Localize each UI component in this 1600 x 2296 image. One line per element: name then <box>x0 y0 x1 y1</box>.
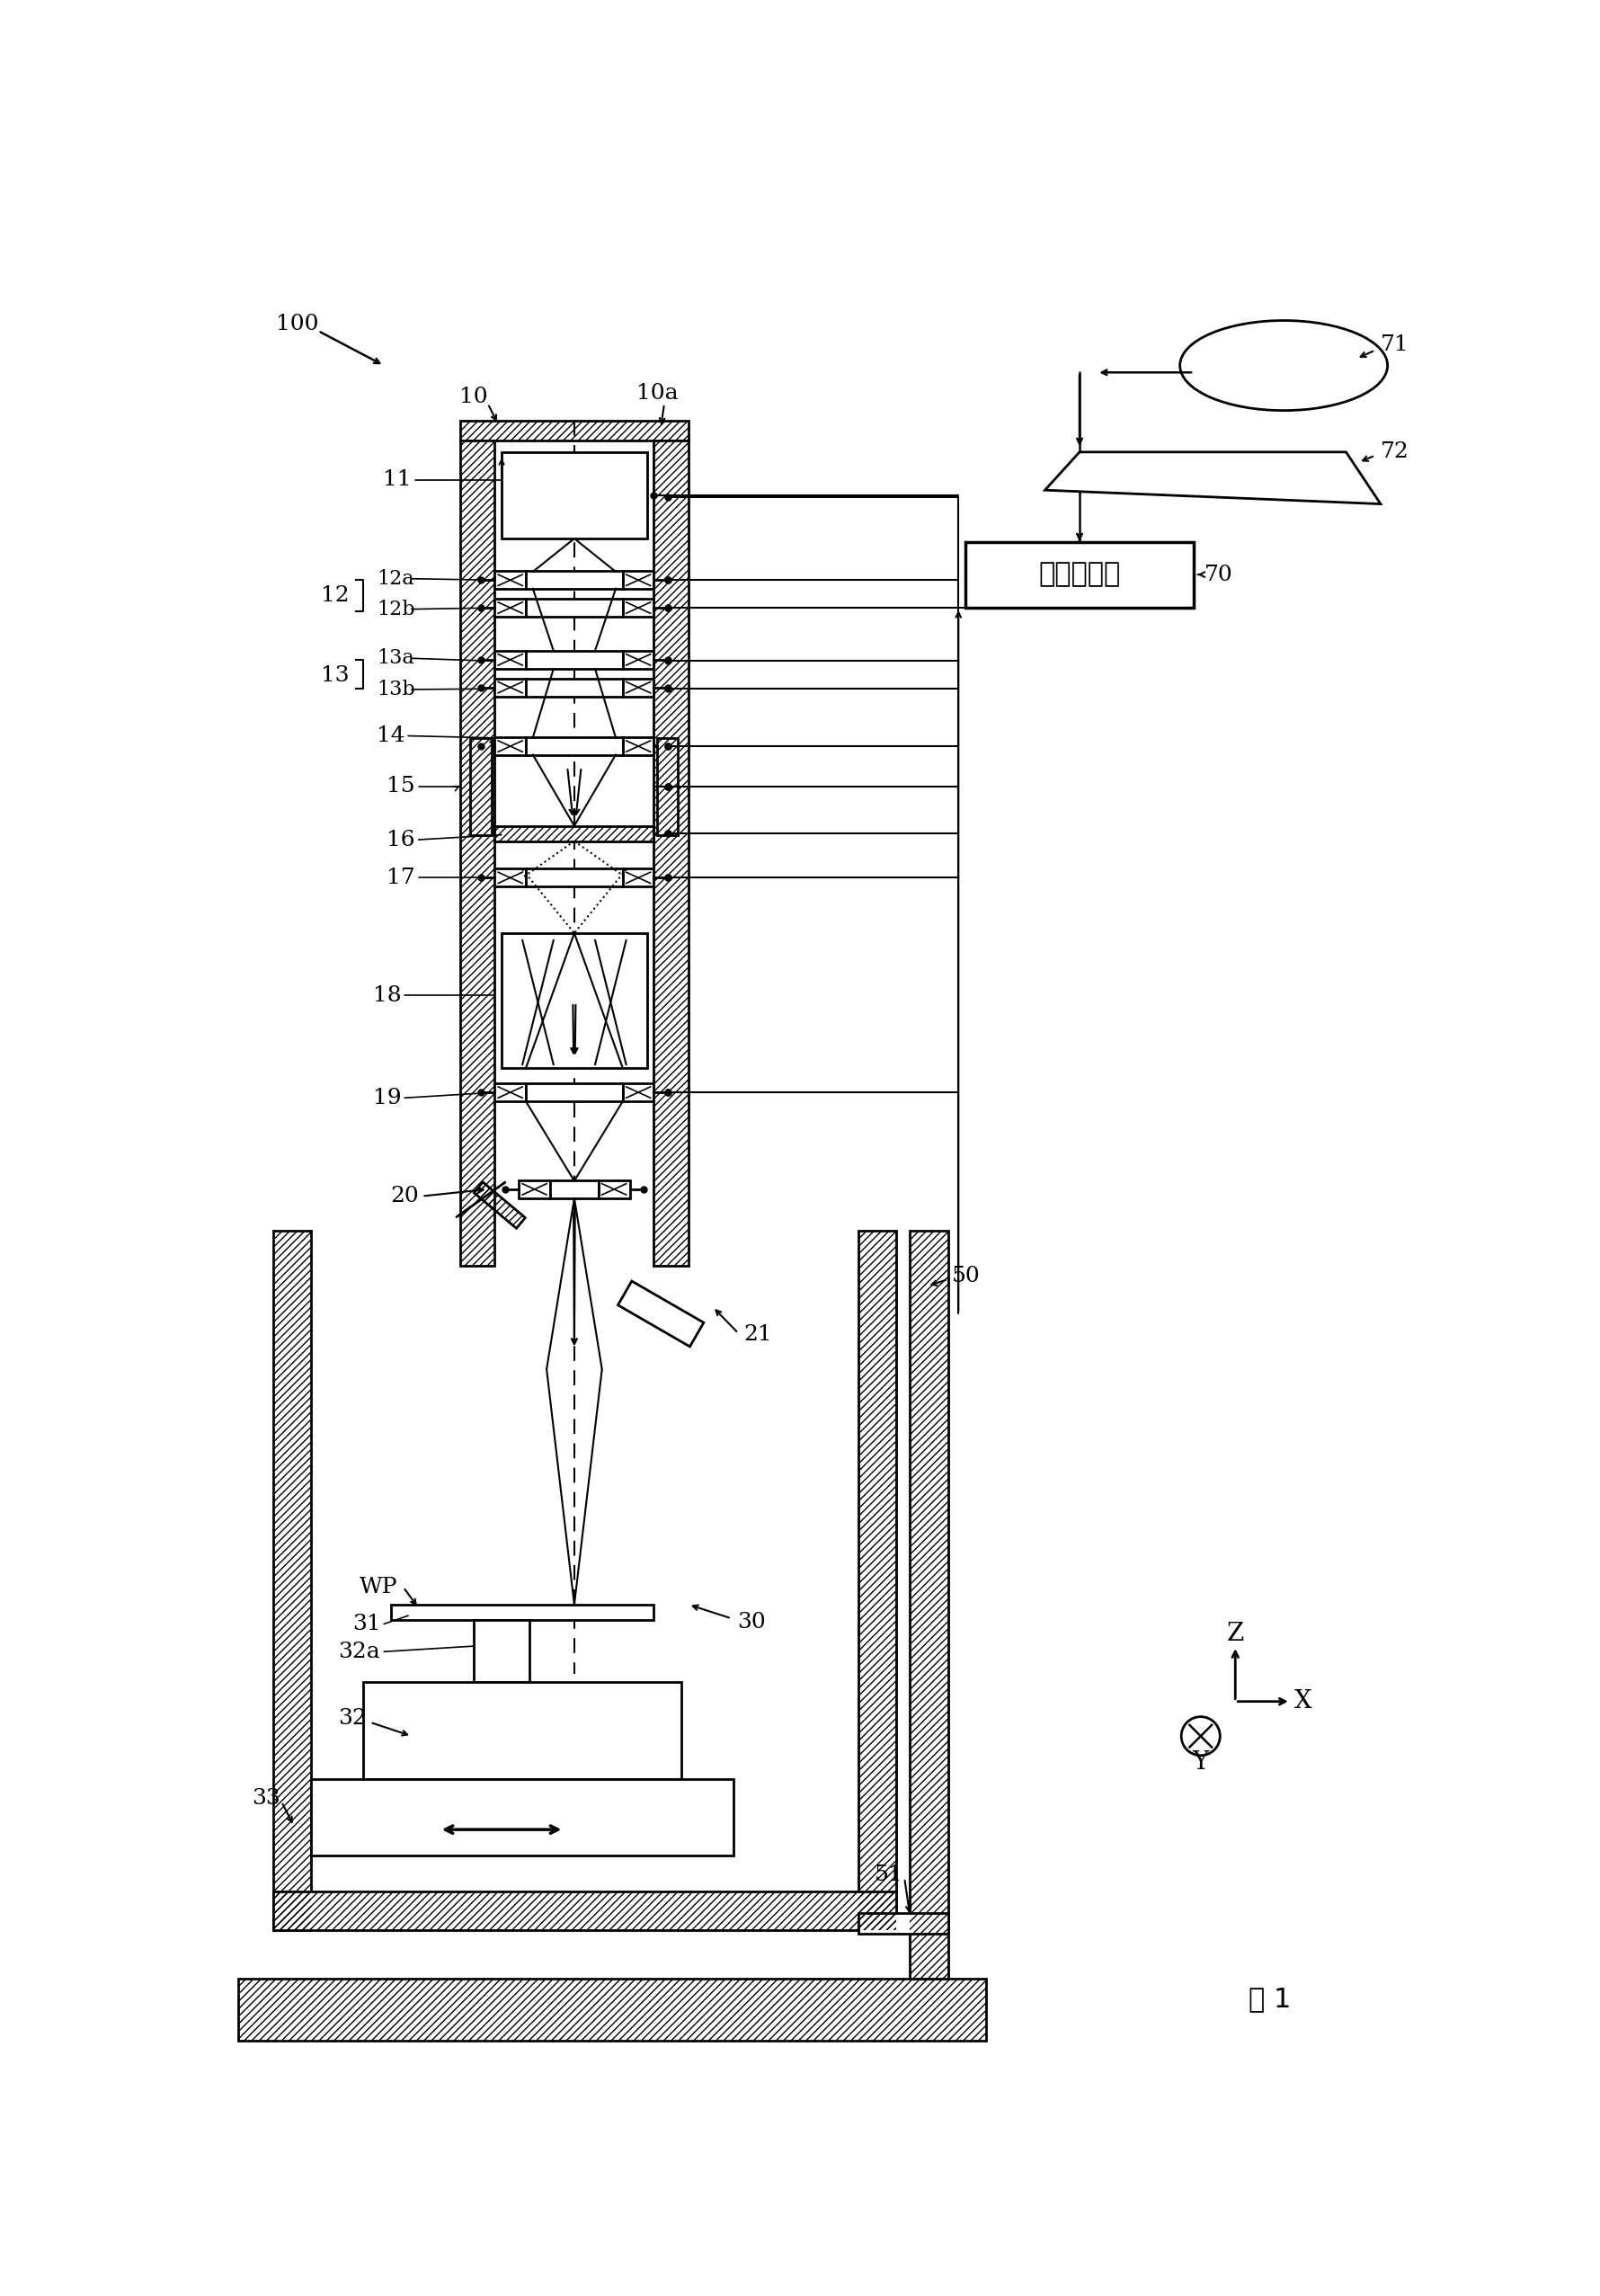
Ellipse shape <box>1179 321 1387 411</box>
Bar <box>474 1619 530 1683</box>
Text: 31: 31 <box>352 1614 381 1635</box>
Polygon shape <box>1045 452 1381 503</box>
Text: 16: 16 <box>387 829 414 850</box>
Bar <box>654 441 688 1265</box>
Bar <box>494 737 526 755</box>
Bar <box>526 1084 622 1102</box>
Polygon shape <box>618 1281 704 1345</box>
Text: 50: 50 <box>952 1265 981 1286</box>
Bar <box>238 1979 986 2041</box>
Text: 18: 18 <box>373 985 402 1006</box>
Bar <box>461 441 494 1265</box>
Text: 13b: 13b <box>378 680 416 700</box>
Text: 12a: 12a <box>378 569 414 588</box>
Text: 主控制装置: 主控制装置 <box>1038 563 1120 588</box>
Bar <box>461 420 688 441</box>
Bar <box>622 868 654 886</box>
Bar <box>654 441 688 1265</box>
Text: 21: 21 <box>744 1325 773 1345</box>
Text: Y: Y <box>1192 1750 1210 1775</box>
Bar <box>598 1180 630 1199</box>
Bar <box>526 650 622 668</box>
Text: 15: 15 <box>387 776 414 797</box>
Text: 72: 72 <box>1381 441 1410 461</box>
Bar <box>622 599 654 618</box>
Bar <box>238 1979 986 2041</box>
Bar <box>274 1892 896 1931</box>
Text: 70: 70 <box>1205 565 1232 585</box>
Bar <box>910 1231 949 1979</box>
Text: 32: 32 <box>338 1708 366 1729</box>
Bar <box>550 1180 598 1199</box>
Text: 13: 13 <box>322 666 349 687</box>
Text: 13a: 13a <box>378 647 414 668</box>
Circle shape <box>1181 1717 1221 1756</box>
Bar <box>858 1231 896 1931</box>
Bar <box>526 868 622 886</box>
Text: 71: 71 <box>1381 335 1410 356</box>
Bar <box>858 1231 896 1931</box>
Bar <box>494 827 654 840</box>
Text: 30: 30 <box>738 1612 765 1632</box>
Bar <box>518 1180 550 1199</box>
Text: 10: 10 <box>459 386 488 406</box>
Text: WP: WP <box>360 1577 398 1598</box>
Bar <box>461 441 494 1265</box>
Bar <box>274 1892 896 1931</box>
Bar <box>622 1084 654 1102</box>
Bar <box>526 737 622 755</box>
Text: 33: 33 <box>251 1789 280 1809</box>
Bar <box>494 868 526 886</box>
Bar <box>474 1182 525 1228</box>
Bar <box>494 599 526 618</box>
Text: Z: Z <box>1227 1621 1243 1646</box>
Bar <box>526 677 622 696</box>
Bar <box>622 650 654 668</box>
Text: 17: 17 <box>387 868 414 889</box>
Bar <box>494 677 526 696</box>
Bar <box>658 737 678 836</box>
Text: 12: 12 <box>322 585 349 606</box>
Bar <box>622 677 654 696</box>
Bar <box>494 572 526 590</box>
Bar <box>363 1683 682 1779</box>
Bar <box>494 650 526 668</box>
Text: 12b: 12b <box>378 599 416 620</box>
Text: 11: 11 <box>384 468 411 489</box>
Bar <box>390 1605 654 1619</box>
Bar <box>461 420 688 441</box>
Bar <box>470 737 491 836</box>
Text: 51: 51 <box>875 1864 902 1885</box>
Text: 100: 100 <box>277 315 318 335</box>
Text: 图 1: 图 1 <box>1248 1986 1291 2011</box>
Text: 14: 14 <box>376 726 405 746</box>
Bar <box>858 1913 949 1933</box>
Bar <box>526 599 622 618</box>
Text: 10a: 10a <box>637 383 678 404</box>
Bar <box>274 1231 312 1931</box>
Bar <box>910 1231 949 1979</box>
Text: 20: 20 <box>390 1185 419 1205</box>
Text: 32a: 32a <box>339 1642 381 1662</box>
Bar <box>312 1779 733 1855</box>
Text: 19: 19 <box>373 1088 402 1109</box>
Bar <box>274 1231 312 1931</box>
Bar <box>622 737 654 755</box>
Bar <box>622 572 654 590</box>
Bar <box>526 572 622 590</box>
Bar <box>494 1084 526 1102</box>
Bar <box>494 827 654 840</box>
Text: X: X <box>1294 1690 1312 1713</box>
Bar <box>965 542 1194 608</box>
Bar <box>502 452 646 540</box>
Bar <box>502 932 646 1068</box>
